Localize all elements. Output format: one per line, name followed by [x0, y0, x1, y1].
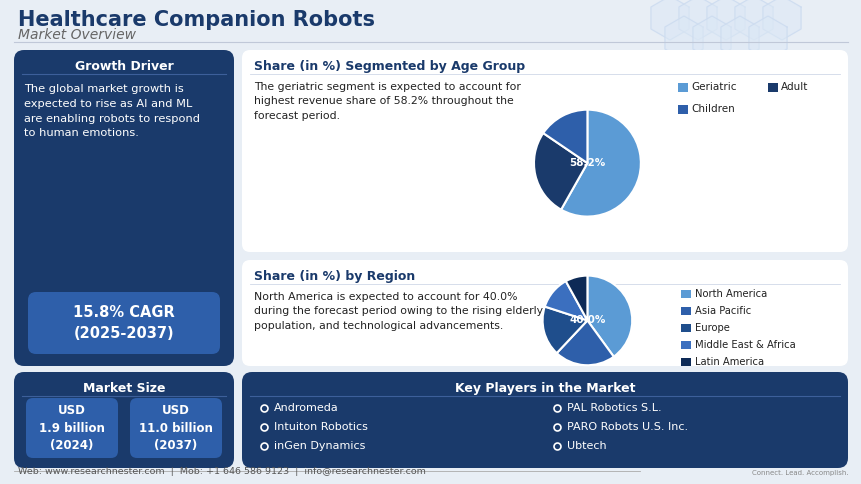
Text: Latin America: Latin America	[695, 357, 764, 367]
Polygon shape	[734, 0, 772, 40]
Text: Andromeda: Andromeda	[274, 403, 338, 413]
Wedge shape	[586, 275, 631, 357]
Text: Key Players in the Market: Key Players in the Market	[455, 382, 635, 395]
Text: PARO Robots U.S. Inc.: PARO Robots U.S. Inc.	[567, 422, 687, 432]
Wedge shape	[561, 110, 640, 216]
Polygon shape	[664, 16, 703, 60]
Text: Healthcare Companion Robots: Healthcare Companion Robots	[18, 10, 375, 30]
Text: Geriatric: Geriatric	[691, 82, 736, 92]
Text: Share (in %) Segmented by Age Group: Share (in %) Segmented by Age Group	[254, 60, 524, 73]
Text: USD
11.0 billion
(2037): USD 11.0 billion (2037)	[139, 405, 213, 452]
Polygon shape	[762, 0, 800, 40]
Text: Ubtech: Ubtech	[567, 441, 606, 451]
FancyBboxPatch shape	[28, 292, 220, 354]
Text: 40.0%: 40.0%	[568, 316, 605, 325]
Text: North America: North America	[695, 289, 766, 299]
Text: PAL Robotics S.L.: PAL Robotics S.L.	[567, 403, 661, 413]
Polygon shape	[650, 0, 688, 40]
Text: Share (in %) by Region: Share (in %) by Region	[254, 270, 415, 283]
Wedge shape	[544, 281, 586, 320]
Text: Children: Children	[691, 105, 734, 115]
Text: The geriatric segment is expected to account for
highest revenue share of 58.2% : The geriatric segment is expected to acc…	[254, 82, 520, 121]
Text: Market Size: Market Size	[83, 382, 165, 395]
FancyBboxPatch shape	[14, 372, 233, 468]
Wedge shape	[542, 306, 586, 353]
FancyBboxPatch shape	[130, 398, 222, 458]
Polygon shape	[678, 0, 716, 40]
Text: Asia Pacific: Asia Pacific	[695, 306, 751, 316]
Wedge shape	[542, 110, 586, 163]
FancyBboxPatch shape	[242, 372, 847, 468]
FancyBboxPatch shape	[14, 50, 233, 366]
Text: Growth Driver: Growth Driver	[75, 60, 173, 73]
Text: 58.2%: 58.2%	[568, 158, 604, 168]
Text: Europe: Europe	[695, 323, 729, 333]
Text: Web: www.researchnester.com  |  Mob: +1 646 586 9123  |  info@researchnester.com: Web: www.researchnester.com | Mob: +1 64…	[18, 467, 425, 476]
Text: The global market growth is
expected to rise as AI and ML
are enabling robots to: The global market growth is expected to …	[24, 84, 200, 138]
Text: 15.8% CAGR
(2025-2037): 15.8% CAGR (2025-2037)	[73, 305, 175, 341]
FancyBboxPatch shape	[26, 398, 118, 458]
Wedge shape	[556, 320, 613, 365]
Wedge shape	[565, 275, 586, 320]
Polygon shape	[720, 16, 759, 60]
Wedge shape	[533, 133, 586, 210]
FancyBboxPatch shape	[242, 260, 847, 366]
Text: Middle East & Africa: Middle East & Africa	[695, 340, 796, 350]
Text: Connect. Lead. Accomplish.: Connect. Lead. Accomplish.	[751, 470, 847, 476]
Text: Adult: Adult	[780, 82, 808, 92]
Text: Intuiton Robotics: Intuiton Robotics	[274, 422, 368, 432]
FancyBboxPatch shape	[242, 50, 847, 252]
Polygon shape	[692, 16, 730, 60]
Polygon shape	[748, 16, 786, 60]
Text: North America is expected to account for 40.0%
during the forecast period owing : North America is expected to account for…	[254, 292, 542, 331]
Text: inGen Dynamics: inGen Dynamics	[274, 441, 365, 451]
Text: USD
1.9 billion
(2024): USD 1.9 billion (2024)	[39, 405, 105, 452]
Text: Research
Nester: Research Nester	[774, 448, 824, 470]
Text: Market Overview: Market Overview	[18, 28, 136, 42]
Polygon shape	[706, 0, 744, 40]
